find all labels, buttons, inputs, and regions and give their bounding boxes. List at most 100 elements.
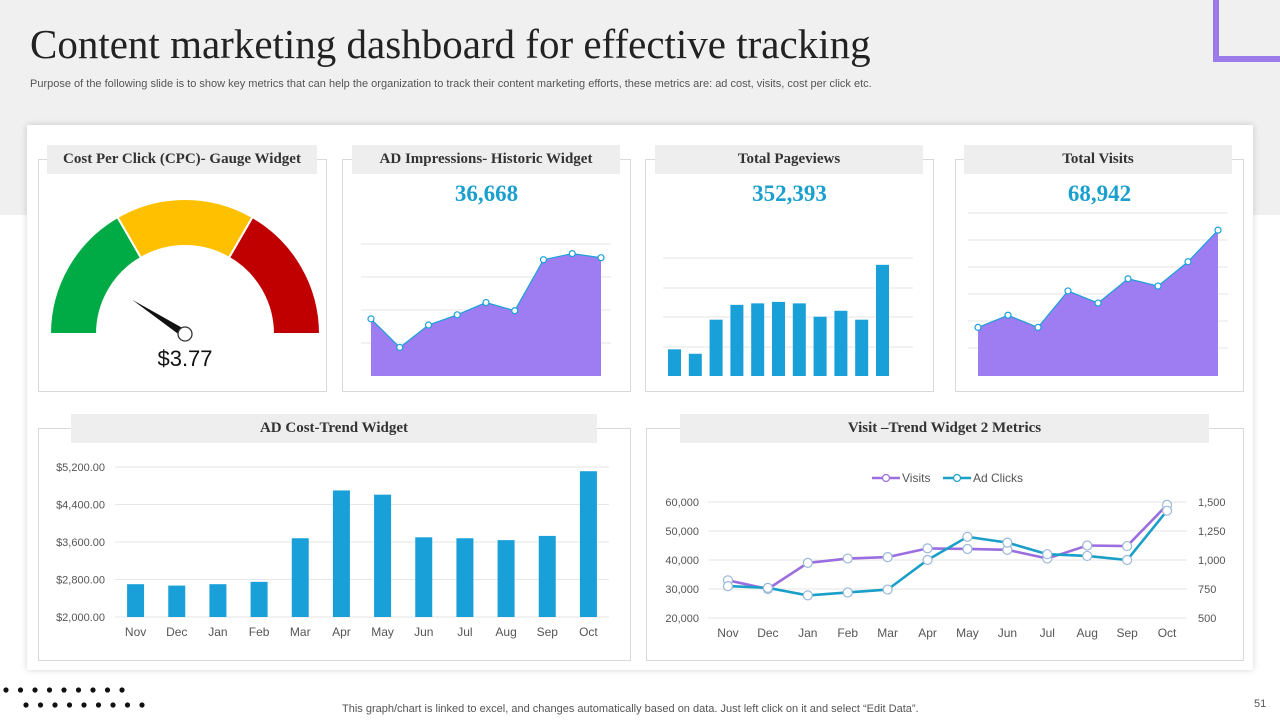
data-point: [1094, 299, 1102, 307]
ad-cost-bar: [250, 581, 268, 617]
ad-cost-bar: [332, 490, 350, 617]
decor-dot: [23, 702, 29, 708]
decor-dot: [46, 687, 53, 693]
series-point: [762, 582, 773, 593]
y-right-tick-label: 500: [1198, 613, 1216, 625]
decor-dot: [32, 687, 38, 693]
series-point: [962, 543, 973, 555]
decor-dot: [17, 687, 24, 693]
y-right-tick-label: 1,500: [1198, 497, 1226, 509]
gauge-value-label: $3.77: [157, 346, 212, 371]
x-tick-label: Sep: [1116, 626, 1138, 640]
decor-dot: [75, 687, 82, 693]
y-tick-label: $4,400.00: [56, 500, 105, 512]
x-tick-label: Jan: [208, 625, 227, 639]
decor-dot: [119, 687, 125, 693]
series-point: [722, 581, 734, 592]
ad-cost-bar: [415, 537, 433, 617]
decor-dot: [90, 687, 96, 693]
data-point: [1214, 226, 1222, 234]
y-tick-label: $2,800.00: [56, 575, 105, 587]
legend-label: Ad Clicks: [973, 471, 1023, 485]
cpc-gauge-chart[interactable]: $3.77: [38, 175, 327, 385]
decor-dot: [104, 687, 111, 693]
y-left-tick-label: 40,000: [665, 555, 699, 567]
series-point: [962, 531, 973, 542]
x-tick-label: Apr: [332, 625, 351, 639]
series-point: [1122, 554, 1133, 566]
decor-dot: [3, 687, 9, 693]
series-point: [802, 557, 813, 569]
x-tick-label: Jan: [798, 626, 817, 640]
y-right-tick-label: 750: [1198, 584, 1216, 596]
ad-cost-bar: [168, 585, 186, 617]
decor-dot: [66, 702, 73, 708]
pageviews-bar: [876, 264, 889, 376]
x-tick-label: Dec: [166, 625, 187, 639]
ad-cost-header: AD Cost-Trend Widget: [71, 414, 597, 443]
x-tick-label: Nov: [125, 625, 146, 639]
series-point: [1002, 537, 1013, 548]
series-point: [802, 590, 813, 601]
decor-dot: [37, 702, 44, 708]
y-left-tick-label: 20,000: [665, 613, 699, 625]
visit-trend-line-chart[interactable]: 20,000 30,000 40,000 50,000 60,000 500 750 1,00…: [646, 450, 1244, 655]
series-point: [1082, 550, 1093, 562]
visits-area-chart[interactable]: [955, 210, 1244, 385]
pageviews-bar: [751, 303, 765, 376]
series-point: [1122, 540, 1133, 552]
x-tick-label: Oct: [1158, 626, 1177, 640]
x-tick-label: Jun: [414, 625, 433, 639]
data-point: [568, 249, 576, 258]
decor-dot: [61, 687, 67, 693]
series-point: [882, 551, 893, 563]
x-tick-label: Mar: [290, 625, 311, 639]
page-title: Content marketing dashboard for effectiv…: [30, 21, 871, 67]
ad-cost-bar: [291, 538, 309, 617]
x-tick-label: Jul: [1040, 626, 1055, 640]
pageviews-bar: [709, 319, 723, 376]
gauge-yellow-zone: [116, 198, 254, 260]
pageviews-bar: [668, 349, 681, 376]
page-number: 51: [1254, 698, 1267, 710]
pageviews-bar: [813, 316, 827, 376]
series-point: [1161, 505, 1173, 516]
series-line-ad-clicks: [727, 509, 1169, 597]
ad-cost-bar: [579, 471, 597, 617]
x-tick-label: Aug: [1077, 626, 1098, 640]
decor-dot: [110, 702, 116, 708]
legend-marker: [881, 473, 891, 483]
pageviews-total: 352,393: [752, 181, 827, 206]
impressions-area-chart[interactable]: [342, 210, 631, 385]
pageviews-bar-chart[interactable]: [645, 210, 934, 385]
impressions-total: 36,668: [454, 181, 519, 206]
x-tick-label: Mar: [877, 626, 898, 640]
visit-trend-card[interactable]: [646, 428, 1244, 661]
y-tick-label: $5,200.00: [56, 462, 105, 474]
legend-marker: [952, 473, 962, 483]
y-right-tick-label: 1,000: [1198, 555, 1226, 567]
ad-cost-bar-chart[interactable]: $2,000.00 $2,800.00 $3,600.00 $4,400.00 $5,2…: [38, 450, 631, 655]
pageviews-bar: [688, 353, 702, 376]
pageviews-bar: [834, 310, 848, 376]
data-point: [1064, 287, 1072, 295]
pageviews-bar: [792, 303, 806, 376]
decor-dot: [124, 702, 131, 708]
decor-dot: [139, 702, 145, 708]
series-point: [922, 554, 933, 566]
gauge-hub: [177, 326, 193, 342]
x-tick-label: May: [956, 626, 979, 640]
data-point: [1004, 311, 1012, 319]
data-point: [367, 315, 375, 323]
y-tick-label: $3,600.00: [56, 537, 105, 549]
data-point: [974, 323, 982, 331]
x-tick-label: Sep: [537, 625, 559, 639]
x-tick-label: Feb: [249, 625, 270, 639]
cpc-gauge-header: Cost Per Click (CPC)- Gauge Widget: [47, 145, 317, 174]
data-point: [453, 311, 461, 319]
x-tick-label: Jun: [998, 626, 1017, 640]
visits-header: Total Visits: [964, 145, 1232, 174]
x-tick-label: Apr: [918, 626, 937, 640]
x-tick-label: Dec: [757, 626, 778, 640]
data-point: [539, 256, 548, 264]
